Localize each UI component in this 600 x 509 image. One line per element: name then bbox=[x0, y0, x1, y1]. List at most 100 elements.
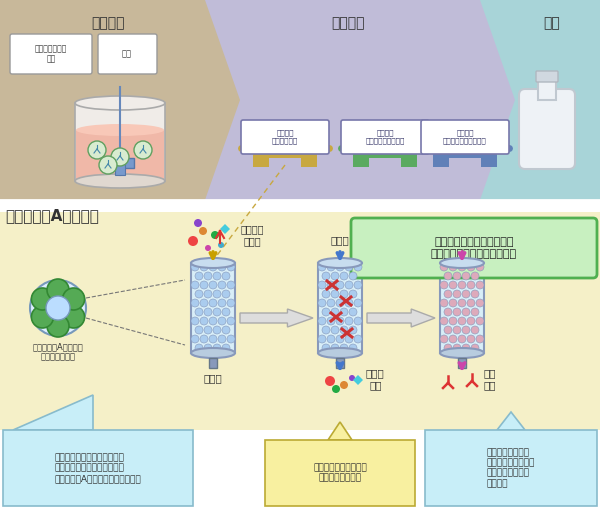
Text: 精製工程: 精製工程 bbox=[331, 16, 365, 30]
Circle shape bbox=[195, 290, 203, 298]
FancyBboxPatch shape bbox=[351, 218, 597, 278]
Bar bbox=[440, 263, 484, 353]
Circle shape bbox=[449, 281, 457, 289]
Text: 培養: 培養 bbox=[122, 49, 132, 59]
Circle shape bbox=[227, 299, 235, 307]
Circle shape bbox=[462, 290, 470, 298]
Ellipse shape bbox=[318, 258, 362, 268]
Bar bbox=[115, 151, 125, 175]
Text: 培養工程: 培養工程 bbox=[91, 16, 125, 30]
Polygon shape bbox=[0, 0, 250, 200]
Circle shape bbox=[222, 272, 230, 280]
Circle shape bbox=[318, 335, 326, 343]
Circle shape bbox=[209, 263, 217, 271]
Text: 最終精製
（ウイルスなど除去）: 最終精製 （ウイルスなど除去） bbox=[443, 130, 487, 144]
Circle shape bbox=[331, 308, 339, 316]
Circle shape bbox=[213, 308, 221, 316]
Text: カラム: カラム bbox=[203, 373, 223, 383]
Bar bbox=[449, 138, 481, 158]
Circle shape bbox=[191, 335, 199, 343]
Circle shape bbox=[476, 263, 484, 271]
Circle shape bbox=[211, 231, 219, 239]
Circle shape bbox=[31, 306, 53, 328]
Circle shape bbox=[62, 288, 85, 310]
Circle shape bbox=[218, 242, 224, 248]
Circle shape bbox=[195, 326, 203, 334]
Ellipse shape bbox=[318, 348, 362, 358]
Circle shape bbox=[205, 245, 211, 251]
FancyBboxPatch shape bbox=[10, 34, 92, 74]
Circle shape bbox=[322, 272, 330, 280]
Circle shape bbox=[440, 335, 448, 343]
Circle shape bbox=[331, 326, 339, 334]
Circle shape bbox=[345, 263, 353, 271]
Text: 不純物
除去: 不純物 除去 bbox=[366, 368, 385, 390]
Circle shape bbox=[134, 141, 152, 159]
Circle shape bbox=[318, 281, 326, 289]
Polygon shape bbox=[240, 309, 313, 327]
Bar bbox=[481, 129, 497, 167]
Circle shape bbox=[47, 315, 69, 337]
Circle shape bbox=[453, 326, 461, 334]
Circle shape bbox=[332, 385, 340, 393]
Circle shape bbox=[322, 344, 330, 352]
Polygon shape bbox=[497, 412, 525, 430]
Circle shape bbox=[349, 290, 357, 298]
Circle shape bbox=[204, 272, 212, 280]
Circle shape bbox=[222, 344, 230, 352]
Circle shape bbox=[444, 326, 452, 334]
Bar bbox=[76, 130, 164, 180]
Circle shape bbox=[354, 281, 362, 289]
Ellipse shape bbox=[76, 124, 164, 136]
Polygon shape bbox=[205, 0, 525, 200]
Circle shape bbox=[340, 308, 348, 316]
Circle shape bbox=[444, 290, 452, 298]
Text: 抗体生産細胞の
構築: 抗体生産細胞の 構築 bbox=[35, 44, 67, 64]
Circle shape bbox=[458, 335, 466, 343]
Circle shape bbox=[222, 308, 230, 316]
Ellipse shape bbox=[440, 258, 484, 268]
Circle shape bbox=[340, 326, 348, 334]
Circle shape bbox=[327, 281, 335, 289]
Circle shape bbox=[471, 290, 479, 298]
Circle shape bbox=[62, 306, 85, 328]
FancyBboxPatch shape bbox=[341, 120, 429, 154]
Circle shape bbox=[462, 326, 470, 334]
Circle shape bbox=[194, 219, 202, 227]
Circle shape bbox=[191, 317, 199, 325]
Circle shape bbox=[467, 263, 475, 271]
Circle shape bbox=[340, 344, 348, 352]
Circle shape bbox=[322, 290, 330, 298]
Circle shape bbox=[467, 317, 475, 325]
Text: 完成: 完成 bbox=[544, 16, 560, 30]
Circle shape bbox=[227, 263, 235, 271]
Circle shape bbox=[449, 299, 457, 307]
Bar bbox=[0, 212, 600, 430]
FancyBboxPatch shape bbox=[519, 89, 575, 169]
FancyBboxPatch shape bbox=[3, 430, 193, 506]
Circle shape bbox=[476, 299, 484, 307]
Circle shape bbox=[440, 263, 448, 271]
Circle shape bbox=[349, 344, 357, 352]
Circle shape bbox=[318, 317, 326, 325]
Circle shape bbox=[453, 308, 461, 316]
Circle shape bbox=[222, 326, 230, 334]
Circle shape bbox=[327, 317, 335, 325]
Circle shape bbox=[204, 326, 212, 334]
Circle shape bbox=[444, 272, 452, 280]
Bar bbox=[433, 129, 449, 167]
Circle shape bbox=[449, 263, 457, 271]
Circle shape bbox=[345, 299, 353, 307]
Text: 抗体以外の不純物を洗
浄液で洗い出す。: 抗体以外の不純物を洗 浄液で洗い出す。 bbox=[313, 463, 367, 483]
Circle shape bbox=[191, 299, 199, 307]
Circle shape bbox=[218, 317, 226, 325]
Bar bbox=[301, 129, 317, 167]
Circle shape bbox=[354, 299, 362, 307]
Polygon shape bbox=[328, 422, 352, 440]
Circle shape bbox=[327, 299, 335, 307]
Circle shape bbox=[336, 317, 344, 325]
Polygon shape bbox=[480, 0, 600, 200]
Circle shape bbox=[449, 335, 457, 343]
Ellipse shape bbox=[75, 96, 165, 110]
Circle shape bbox=[449, 317, 457, 325]
